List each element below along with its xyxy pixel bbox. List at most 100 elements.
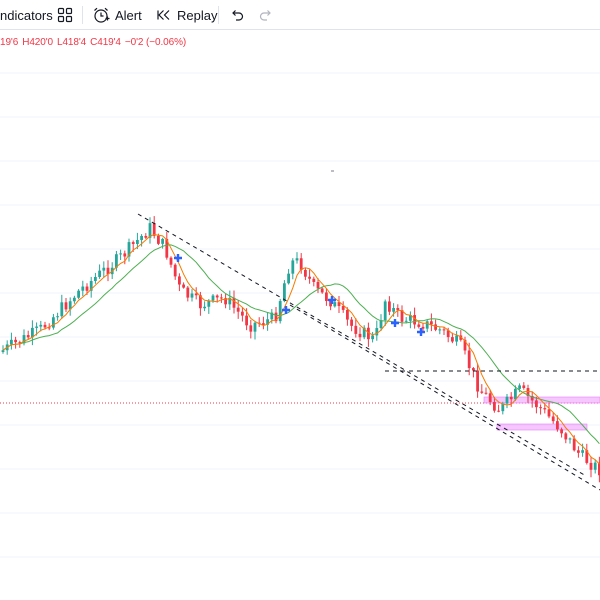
candle-body (291, 260, 295, 274)
moving-average-slow (2, 244, 600, 445)
legend-high: H420'0 (22, 37, 53, 48)
candle-body (123, 253, 127, 257)
candle-body (547, 409, 551, 417)
candle-body (136, 239, 139, 244)
candle-body (232, 297, 236, 308)
candle-body (224, 298, 227, 305)
candle-body (262, 323, 265, 325)
candle-body (560, 429, 563, 434)
candle-body (26, 335, 30, 338)
candle-body (367, 327, 370, 340)
candle-body (333, 302, 337, 307)
candle-body (505, 396, 509, 404)
redo-icon (259, 10, 271, 21)
candle-body (404, 320, 408, 322)
candle-body (60, 302, 64, 317)
replay-label: Replay (177, 7, 218, 23)
candle-body (102, 267, 106, 271)
candle-body (287, 273, 290, 284)
plus-marker-icon[interactable] (282, 306, 290, 314)
layout-grid-button[interactable] (57, 0, 73, 30)
plus-marker-icon[interactable] (328, 296, 336, 304)
candle-body (350, 319, 353, 326)
top-toolbar: ndicators Alert Replay (0, 0, 600, 30)
candle-body (73, 297, 76, 302)
alert-label: Alert (115, 7, 142, 23)
candle-body (173, 264, 177, 277)
candle-body (35, 326, 38, 328)
indicators-button[interactable]: ndicators (0, 0, 53, 30)
candle-body (316, 281, 320, 289)
legend-close: C419'4 (90, 37, 121, 48)
candle-body (392, 308, 395, 312)
candle-body (295, 258, 299, 261)
undo-icon (232, 10, 244, 21)
candle-body (182, 284, 185, 288)
candle-body (476, 370, 479, 392)
candle-body (581, 450, 584, 453)
candle-body (203, 306, 206, 309)
candle-body (312, 278, 316, 282)
chart-grid (0, 72, 600, 558)
candle-body (1, 350, 5, 352)
undo-button[interactable] (229, 0, 245, 30)
candle-body (501, 403, 505, 412)
candle-body (194, 293, 198, 296)
candle-body (425, 321, 429, 329)
candle-body (430, 321, 433, 325)
zone-box-lower (496, 423, 588, 431)
candle-body (169, 257, 173, 265)
ohlc-legend: 19'6 H420'0 L418'4 C419'4 −0'2 (−0.06%) (0, 37, 190, 48)
candle-body (434, 324, 437, 330)
plus-marker-icon[interactable] (391, 319, 399, 327)
candle-body (236, 307, 240, 312)
redo-button[interactable] (258, 0, 274, 30)
candle-body (509, 396, 513, 400)
plus-marker-icon[interactable] (174, 254, 182, 262)
candle-body (472, 368, 475, 371)
candle-body (446, 330, 450, 338)
candle-body (119, 253, 122, 255)
price-chart[interactable] (0, 30, 600, 600)
candle-body (207, 300, 211, 307)
candle-body (81, 286, 85, 291)
candle-body (396, 308, 400, 311)
trendline-upper[interactable] (137, 213, 587, 477)
candle-body (299, 258, 303, 270)
candle-body (274, 312, 278, 322)
plus-marker-icon[interactable] (417, 328, 425, 336)
candle-body (144, 235, 148, 238)
candle-body (388, 301, 391, 312)
candle-body (89, 280, 93, 291)
candle-body (77, 290, 80, 298)
candle-body (140, 235, 143, 240)
candle-body (438, 329, 442, 331)
candle-body (131, 242, 135, 244)
candle-body (346, 309, 349, 320)
candle-body (152, 223, 156, 236)
candle-body (383, 301, 387, 321)
candle-body (539, 407, 542, 409)
candle-body (543, 408, 547, 410)
moving-average-fast (2, 233, 600, 465)
candle-body (220, 297, 223, 299)
candle-body (43, 324, 47, 328)
trade-markers (174, 254, 425, 336)
candle-body (417, 324, 421, 327)
candle-body (463, 339, 467, 351)
candle-body (127, 242, 131, 257)
alert-button[interactable]: Alert (92, 0, 142, 30)
candle-body (283, 283, 286, 302)
candle-body (241, 311, 244, 316)
candle-body (518, 385, 521, 389)
candle-body (421, 326, 425, 329)
candle-body (371, 335, 374, 340)
candle-body (18, 342, 22, 344)
candle-body (157, 235, 160, 244)
legend-change: −0'2 (−0.06%) (124, 37, 187, 48)
candle-body (442, 329, 446, 331)
replay-button[interactable]: Replay (156, 0, 217, 30)
candle-body (593, 462, 597, 470)
toolbar-divider (218, 6, 219, 24)
candle-body (68, 301, 72, 310)
